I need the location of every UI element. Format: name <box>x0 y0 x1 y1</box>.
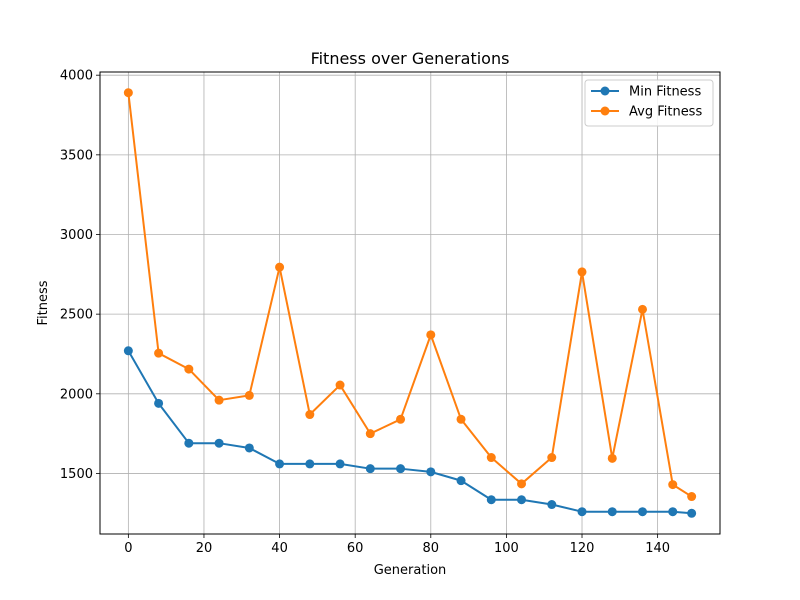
data-point-min-fitness <box>577 507 587 517</box>
data-point-min-fitness <box>154 398 164 408</box>
ticks: 0 20 40 60 80 100 120 140 1500 2000 2500 3000 3500 40… <box>60 69 670 556</box>
data-point-min-fitness <box>456 476 466 486</box>
data-point-avg-fitness <box>275 262 285 272</box>
x-tick-label: 80 <box>423 541 440 556</box>
data-point-min-fitness <box>607 507 617 517</box>
legend: Min Fitness Avg Fitness <box>584 79 714 127</box>
data-point-min-fitness <box>687 508 697 518</box>
data-point-avg-fitness <box>396 414 406 424</box>
x-tick-label: 120 <box>570 541 595 556</box>
data-point-avg-fitness <box>335 380 345 390</box>
legend-marker-min <box>600 86 610 96</box>
series-layer <box>123 88 697 518</box>
legend-label-min: Min Fitness <box>629 85 701 100</box>
data-point-min-fitness <box>123 346 133 356</box>
y-axis-label: Fitness <box>36 280 51 325</box>
data-point-min-fitness <box>335 459 345 469</box>
y-tick-label: 3000 <box>60 228 93 243</box>
data-point-avg-fitness <box>668 480 678 490</box>
data-point-avg-fitness <box>426 330 436 340</box>
chart-title: Fitness over Generations <box>311 49 510 68</box>
legend-marker-avg <box>600 106 610 116</box>
data-point-min-fitness <box>396 464 406 474</box>
x-tick-label: 100 <box>494 541 519 556</box>
data-point-avg-fitness <box>577 267 587 277</box>
data-point-avg-fitness <box>456 414 466 424</box>
y-tick-label: 1500 <box>60 467 93 482</box>
series-avg-fitness <box>123 88 697 502</box>
data-point-min-fitness <box>517 495 527 505</box>
data-point-avg-fitness <box>687 492 697 502</box>
data-point-avg-fitness <box>123 88 133 98</box>
data-point-min-fitness <box>426 467 436 477</box>
data-point-avg-fitness <box>547 453 557 463</box>
series-line-avg-fitness <box>127 92 693 498</box>
plot-frame <box>99 71 721 535</box>
data-point-avg-fitness <box>486 453 496 463</box>
x-tick-label: 140 <box>645 541 670 556</box>
data-point-min-fitness <box>547 500 557 510</box>
series-line-min-fitness <box>127 350 692 515</box>
data-point-min-fitness <box>305 459 315 469</box>
data-point-min-fitness <box>184 438 194 448</box>
data-point-avg-fitness <box>305 410 315 420</box>
x-axis-label: Generation <box>374 563 447 578</box>
data-point-avg-fitness <box>244 390 254 400</box>
data-point-min-fitness <box>275 459 285 469</box>
data-point-avg-fitness <box>154 348 164 358</box>
data-point-min-fitness <box>214 438 224 448</box>
data-point-min-fitness <box>486 495 496 505</box>
legend-label-avg: Avg Fitness <box>629 105 702 120</box>
data-point-avg-fitness <box>517 479 527 489</box>
data-point-avg-fitness <box>365 429 375 439</box>
data-point-avg-fitness <box>607 453 617 463</box>
x-tick-label: 20 <box>196 541 213 556</box>
x-tick-label: 40 <box>271 541 288 556</box>
data-point-avg-fitness <box>184 364 194 374</box>
y-tick-label: 2000 <box>60 387 93 402</box>
data-point-min-fitness <box>244 443 254 453</box>
x-tick-label: 0 <box>124 541 132 556</box>
data-point-min-fitness <box>638 507 647 517</box>
y-tick-label: 2500 <box>60 308 93 323</box>
series-min-fitness <box>123 346 697 518</box>
x-tick-label: 60 <box>347 541 364 556</box>
data-point-avg-fitness <box>214 395 224 405</box>
data-point-min-fitness <box>668 507 678 517</box>
data-point-min-fitness <box>365 464 375 474</box>
data-point-avg-fitness <box>638 304 647 314</box>
y-tick-label: 3500 <box>60 148 93 163</box>
y-tick-label: 4000 <box>60 69 93 84</box>
